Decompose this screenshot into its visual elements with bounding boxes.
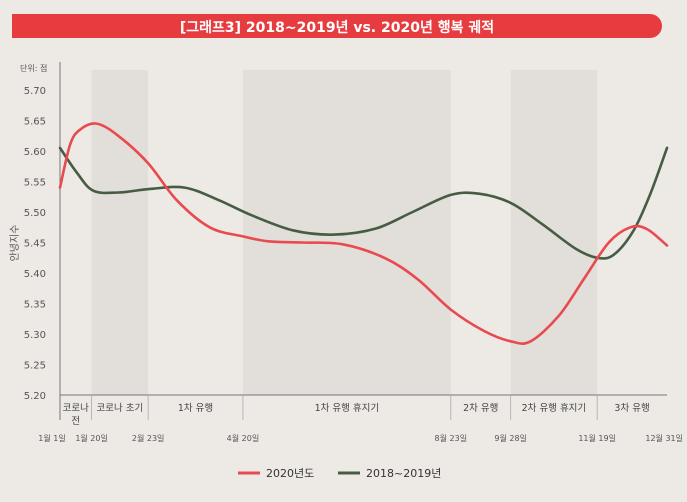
date-label: 4월 20일 <box>227 433 260 443</box>
phase-band <box>242 70 451 395</box>
y-tick-label: 5.25 <box>24 361 46 372</box>
phase-label: 1차 유행 <box>178 402 213 414</box>
y-tick-label: 5.35 <box>24 300 46 311</box>
y-tick-label: 5.30 <box>24 330 46 341</box>
phase-band <box>91 70 149 395</box>
date-label: 8월 23일 <box>435 433 468 443</box>
phase-label: 3차 유행 <box>614 402 649 414</box>
y-tick-label: 5.40 <box>24 269 46 280</box>
date-label: 11월 19일 <box>578 433 616 443</box>
series-lines <box>58 122 669 345</box>
date-label: 1월 1일 <box>38 433 65 443</box>
series-line-2018-2019 <box>58 146 669 260</box>
phase-label: 2차 유행 휴지기 <box>522 402 587 414</box>
phase-label: 2차 유행 <box>463 402 498 414</box>
legend-label: 2020년도 <box>266 467 314 480</box>
legend: 2020년도 2018~2019년 <box>238 467 441 480</box>
y-tick-label: 5.50 <box>24 208 46 219</box>
chart-title-bar: [그래프3] 2018~2019년 vs. 2020년 행복 궤적 <box>12 14 662 38</box>
y-tick-label: 5.60 <box>24 147 46 158</box>
y-tick-label: 5.45 <box>24 239 46 250</box>
date-labels: 1월 1일 1월 20일 2월 23일 4월 20일 8월 23일 9월 28일 11월 1… <box>38 433 683 443</box>
series-line-2020 <box>58 122 669 345</box>
chart-axes <box>59 62 667 420</box>
phase-bands <box>91 70 598 395</box>
legend-label: 2018~2019년 <box>366 467 441 480</box>
unit-label: 단위: 점 <box>20 63 47 73</box>
date-label: 12월 31일 <box>645 433 683 443</box>
phase-label: 1차 유행 휴지기 <box>315 402 380 414</box>
date-label: 9월 28일 <box>494 433 527 443</box>
y-tick-label: 5.55 <box>24 178 46 189</box>
y-tick-label: 5.65 <box>24 117 46 128</box>
date-label: 2월 23일 <box>132 433 165 443</box>
y-tick-label: 5.70 <box>24 86 46 97</box>
phase-label: 코로나 초기 <box>97 403 144 414</box>
phase-label: 전 <box>71 416 80 427</box>
phase-label: 코로나 <box>63 403 89 414</box>
date-label: 1월 20일 <box>75 433 108 443</box>
chart-title: [그래프3] 2018~2019년 vs. 2020년 행복 궤적 <box>179 20 495 36</box>
y-tick-label: 5.20 <box>24 391 46 402</box>
y-axis-label: 안녕지수 <box>9 225 21 262</box>
